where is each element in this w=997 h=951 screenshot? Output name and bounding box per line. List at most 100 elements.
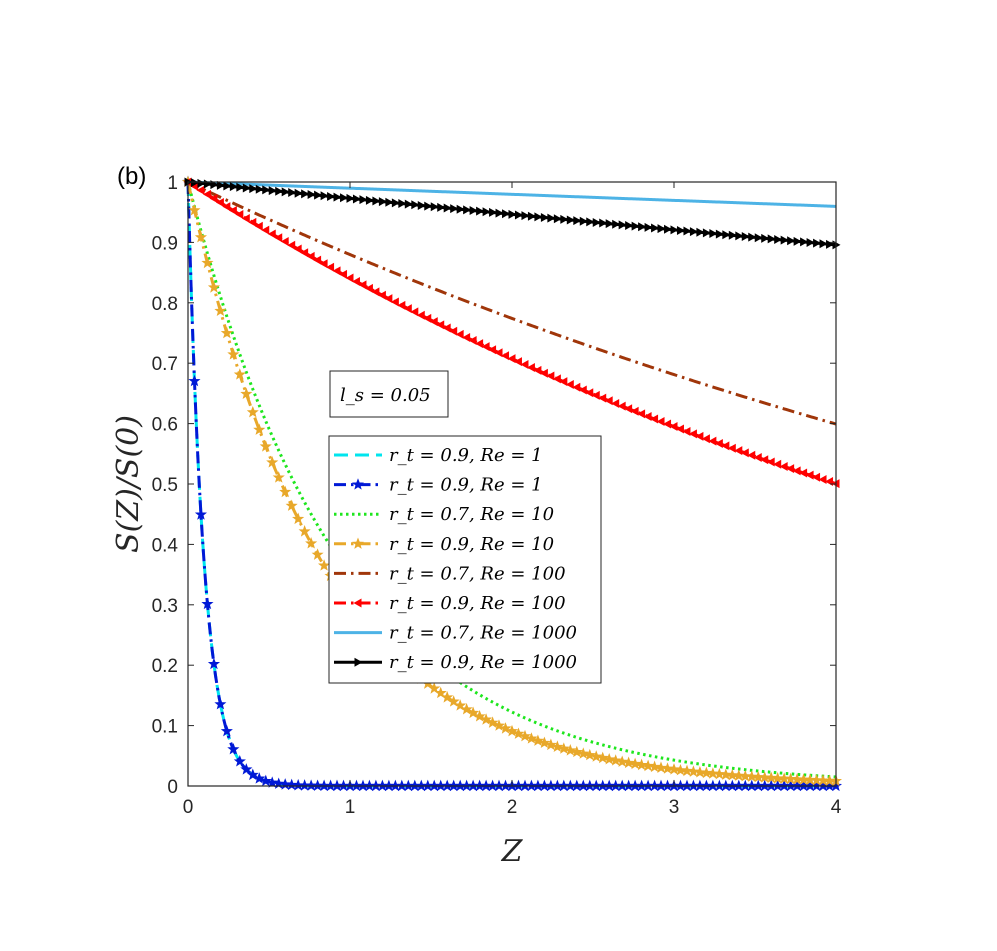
- data-point-triangle: [354, 657, 363, 667]
- data-point-triangle: [274, 233, 283, 243]
- data-point-triangle: [805, 470, 814, 480]
- data-point-triangle: [436, 320, 445, 330]
- data-point-triangle: [390, 297, 399, 307]
- data-point-star: [499, 722, 512, 734]
- data-point-triangle: [760, 455, 769, 465]
- data-point-triangle: [327, 191, 336, 201]
- data-point-triangle: [624, 404, 633, 414]
- data-point-star: [240, 763, 253, 775]
- data-point-triangle: [242, 183, 251, 193]
- data-point-star: [492, 719, 506, 731]
- data-point-triangle: [793, 236, 802, 246]
- data-point-triangle: [526, 362, 535, 372]
- y-tick-label: 0.7: [152, 354, 178, 375]
- data-point-triangle: [411, 200, 420, 210]
- data-point-triangle: [254, 221, 263, 231]
- data-point-triangle: [469, 206, 478, 216]
- y-axis-label: S(Z)/S(0): [111, 415, 146, 553]
- data-point-triangle: [293, 244, 302, 254]
- data-point-triangle: [579, 216, 588, 226]
- data-point-triangle: [786, 464, 795, 474]
- y-tick-label: 0.4: [152, 535, 179, 556]
- data-point-star: [590, 750, 603, 762]
- legend-entry: r_t = 0.9, Re = 1: [389, 445, 543, 466]
- data-point-triangle: [572, 382, 581, 392]
- data-point-triangle: [508, 209, 517, 219]
- data-point-triangle: [475, 339, 484, 349]
- y-tick-label: 0.3: [152, 596, 178, 617]
- data-point-triangle: [651, 223, 660, 233]
- data-point-triangle: [358, 280, 367, 290]
- data-point-triangle: [429, 317, 438, 327]
- data-point-triangle: [676, 225, 685, 235]
- data-point-triangle: [747, 450, 756, 460]
- data-point-triangle: [534, 212, 543, 222]
- data-point-triangle: [604, 396, 613, 406]
- y-tick-label: 0.8: [152, 294, 178, 315]
- data-point-star: [648, 760, 661, 773]
- data-point-triangle: [714, 439, 723, 449]
- data-point-star: [745, 770, 758, 782]
- y-tick-label: 0.6: [152, 415, 178, 436]
- data-point-star: [518, 729, 532, 742]
- data-point-triangle: [197, 178, 206, 188]
- data-point-triangle: [585, 388, 594, 398]
- data-point-triangle: [229, 182, 238, 192]
- data-point-triangle: [196, 185, 205, 195]
- data-point-triangle: [326, 262, 335, 272]
- data-point-triangle: [799, 468, 808, 478]
- data-point-triangle: [813, 238, 822, 248]
- data-point-triangle: [482, 207, 491, 217]
- y-tick-label: 0: [167, 777, 178, 798]
- data-point-triangle: [455, 329, 464, 339]
- data-point-star: [505, 724, 519, 737]
- data-point-triangle: [267, 229, 276, 239]
- data-point-triangle: [695, 431, 704, 441]
- data-point-star: [641, 759, 655, 772]
- data-point-star: [512, 727, 525, 739]
- data-point-triangle: [735, 231, 744, 241]
- data-point-star: [544, 738, 557, 751]
- data-point-star: [259, 774, 272, 787]
- data-point-triangle: [443, 203, 452, 213]
- data-point-star: [220, 326, 233, 339]
- data-point-star: [564, 744, 577, 756]
- data-point-triangle: [792, 466, 801, 476]
- data-point-star: [188, 374, 201, 387]
- data-point-star: [577, 747, 590, 759]
- data-point-triangle: [539, 368, 548, 378]
- data-point-star: [531, 734, 545, 746]
- data-point-star: [609, 754, 622, 766]
- data-point-star: [351, 478, 365, 490]
- data-point-star: [467, 706, 480, 719]
- data-point-triangle: [806, 238, 815, 248]
- data-point-triangle: [560, 214, 569, 224]
- data-point-triangle: [468, 336, 477, 346]
- data-point-triangle: [507, 354, 516, 364]
- data-point-star: [253, 772, 266, 784]
- data-point-triangle: [722, 230, 731, 240]
- data-point-triangle: [261, 225, 270, 235]
- data-point-triangle: [417, 200, 426, 210]
- data-point-triangle: [437, 202, 446, 212]
- data-point-star: [188, 203, 201, 216]
- data-point-star: [201, 597, 214, 610]
- data-point-star: [752, 770, 765, 783]
- data-point-triangle: [611, 398, 620, 408]
- data-point-triangle: [398, 199, 407, 209]
- data-point-triangle: [423, 313, 432, 323]
- data-point-star: [713, 767, 726, 780]
- data-point-triangle: [236, 182, 245, 192]
- data-point-star: [732, 769, 745, 781]
- data-point-star: [259, 440, 272, 452]
- data-point-triangle: [352, 194, 361, 204]
- data-point-triangle: [268, 186, 277, 196]
- data-point-star: [279, 485, 292, 498]
- data-point-star: [428, 682, 441, 694]
- data-point-triangle: [826, 239, 835, 249]
- data-point-star: [680, 764, 694, 777]
- data-point-star: [758, 771, 771, 783]
- data-point-triangle: [766, 457, 775, 467]
- x-tick-label: 1: [345, 797, 356, 818]
